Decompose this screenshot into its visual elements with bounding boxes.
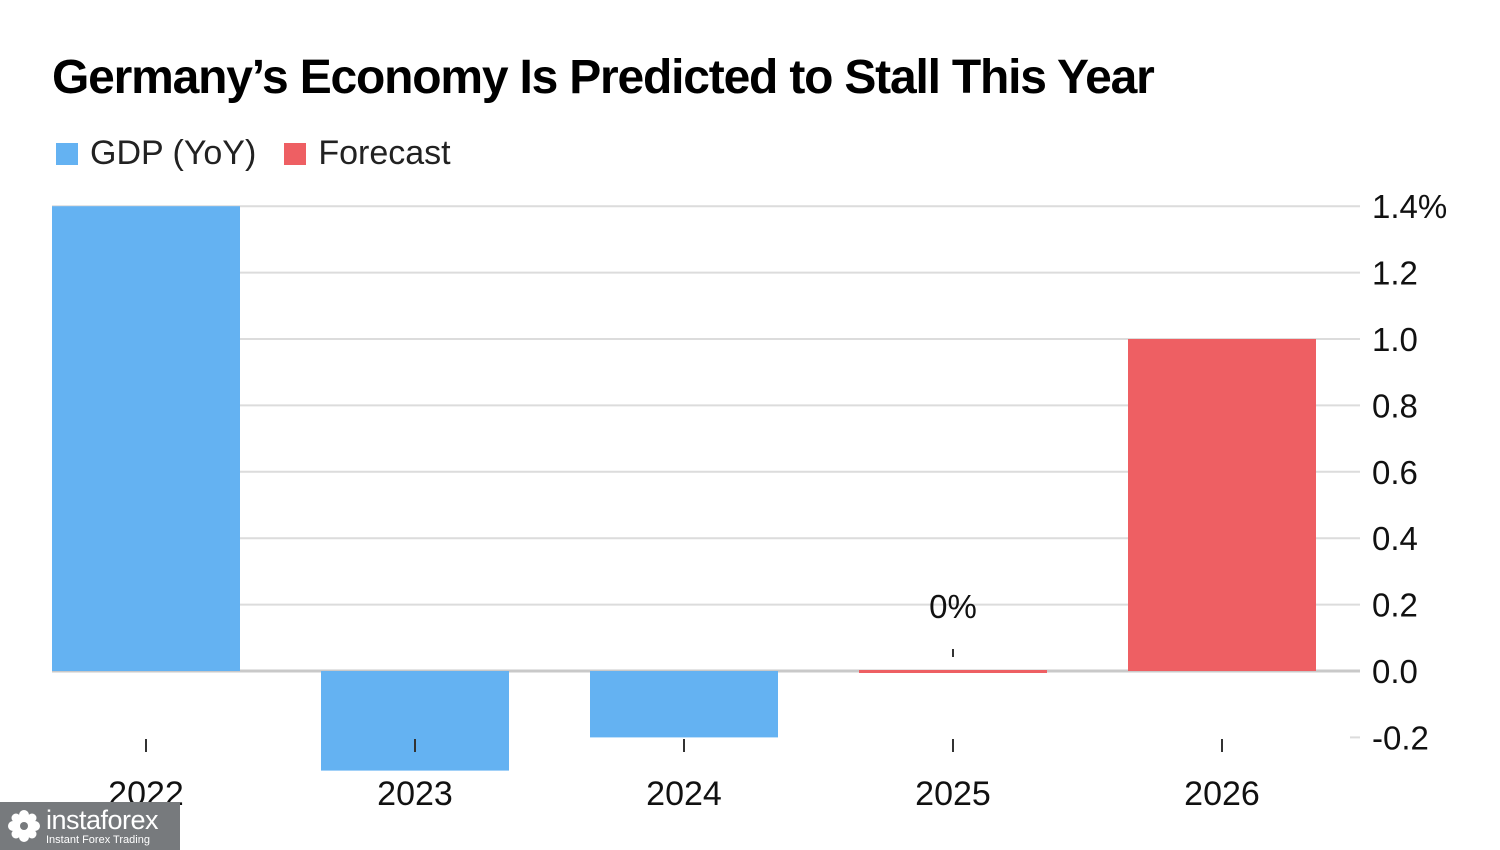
watermark: instaforex Instant Forex Trading — [0, 802, 180, 850]
bar-2024 — [590, 671, 778, 738]
y-tick-label: 0.4 — [1372, 520, 1418, 557]
bar-2022 — [52, 206, 240, 671]
watermark-text: instaforex Instant Forex Trading — [46, 804, 159, 846]
x-tick-label: 2024 — [646, 775, 722, 813]
chart-legend: GDP (YoY) Forecast — [56, 134, 479, 173]
x-tick-label: 2023 — [377, 775, 453, 813]
y-tick-label: 1.2 — [1372, 255, 1418, 292]
y-tick-label: 1.0 — [1372, 321, 1418, 358]
x-tick-label: 2025 — [915, 775, 991, 813]
legend-label-forecast: Forecast — [318, 134, 451, 172]
legend-item-forecast: Forecast — [284, 134, 451, 173]
watermark-tagline: Instant Forex Trading — [46, 833, 150, 846]
y-tick-label: 1.4% — [1372, 188, 1447, 225]
chart-title: Germany’s Economy Is Predicted to Stall … — [52, 51, 1155, 104]
y-tick-label: 0.8 — [1372, 387, 1418, 424]
legend-swatch-gdp — [56, 142, 78, 165]
bar-2023 — [321, 671, 509, 771]
x-tick-label: 2026 — [1184, 775, 1260, 813]
y-tick-label: 0.6 — [1372, 454, 1418, 491]
y-tick-label: 0.0 — [1372, 653, 1418, 690]
legend-label-gdp: GDP (YoY) — [90, 134, 257, 172]
watermark-brand: instaforex — [46, 804, 159, 835]
bar-2025 — [859, 670, 1047, 673]
bar-2026 — [1128, 339, 1316, 671]
data-label: 0% — [929, 588, 977, 625]
legend-swatch-forecast — [284, 142, 307, 165]
legend-item-gdp: GDP (YoY) — [56, 134, 256, 173]
y-tick-label: -0.2 — [1372, 719, 1429, 756]
y-tick-label: 0.2 — [1372, 587, 1418, 624]
gear-flower-icon — [8, 810, 40, 842]
